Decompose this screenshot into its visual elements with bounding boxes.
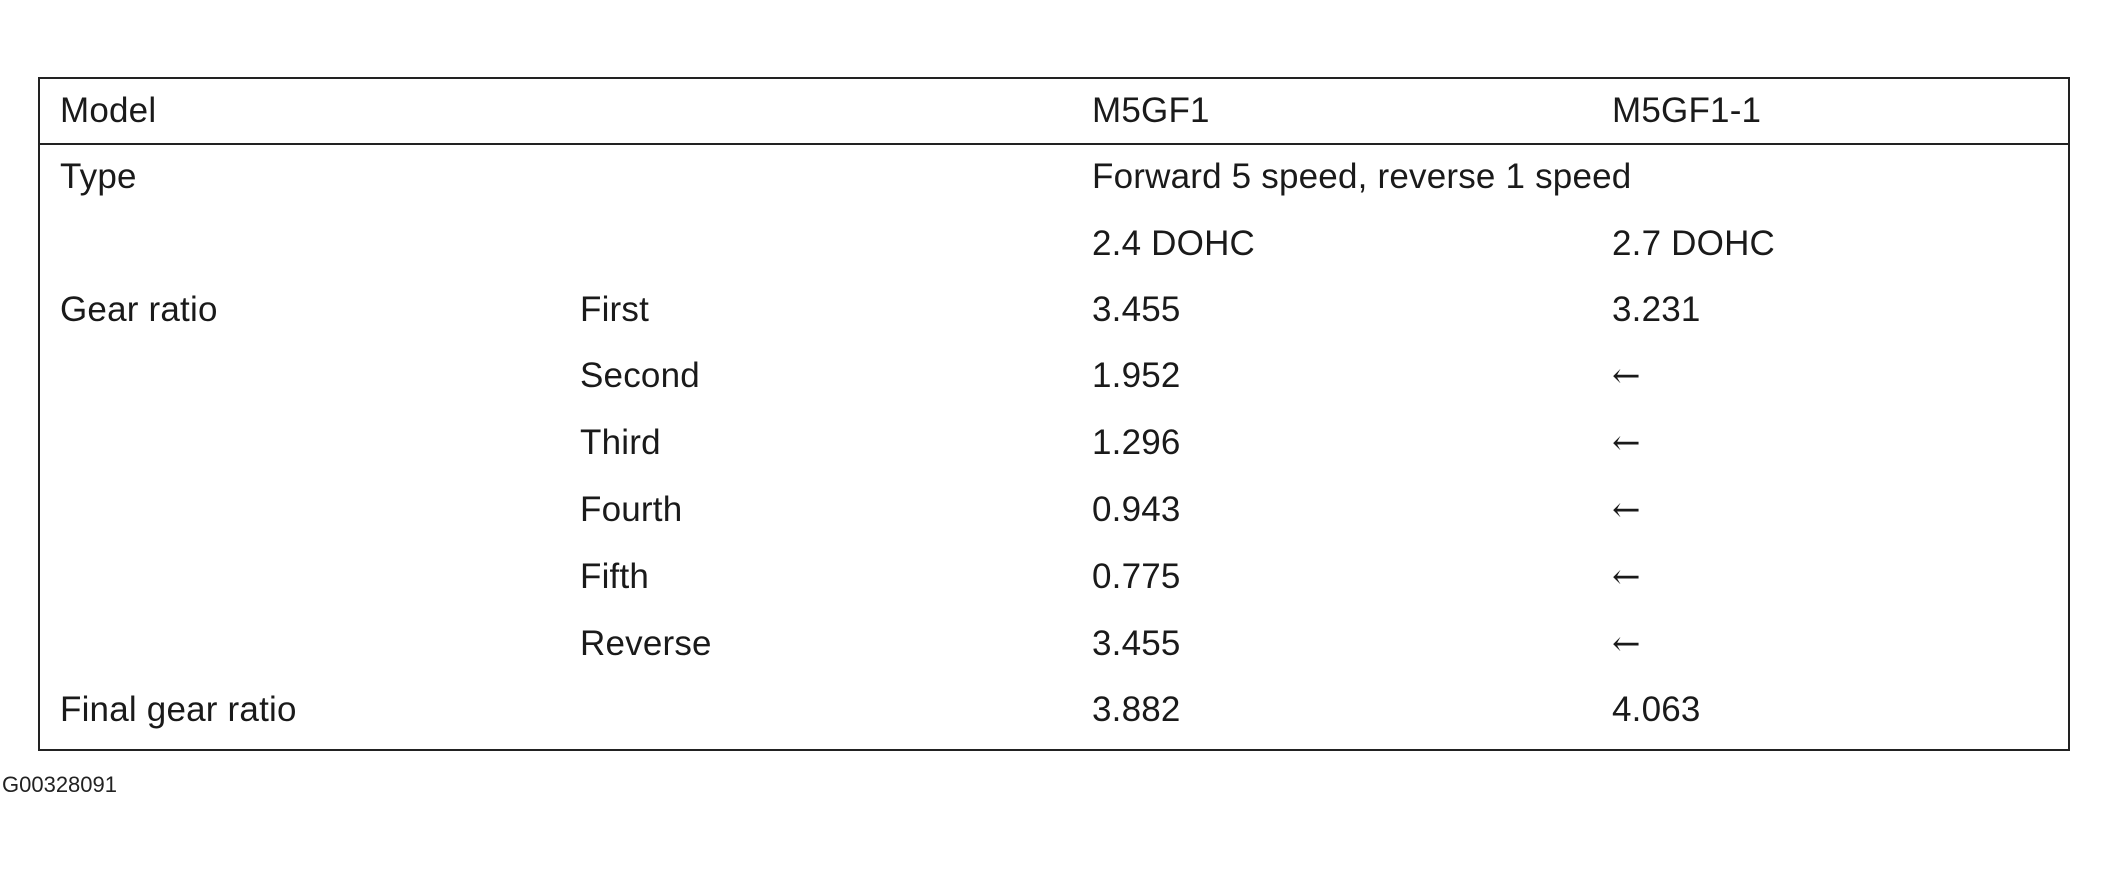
gear-reverse-m5gf1: 3.455 — [1092, 624, 1181, 663]
header-model-label: Model — [60, 91, 157, 130]
gear-third-same-arrow: ← — [1612, 423, 1641, 463]
final-gear-m5gf1: 3.882 — [1092, 690, 1181, 729]
gear-third-label: Third — [580, 423, 661, 462]
type-value: Forward 5 speed, reverse 1 speed — [1092, 157, 1632, 196]
header-model-m5gf1-1: M5GF1-1 — [1612, 91, 1762, 130]
gear-ratio-label: Gear ratio — [60, 290, 218, 329]
gear-second-label: Second — [580, 356, 700, 395]
gear-first-m5gf1-1: 3.231 — [1612, 290, 1701, 329]
figure-id-caption: G00328091 — [2, 772, 117, 797]
engine-m5gf1: 2.4 DOHC — [1092, 224, 1256, 263]
gear-fourth-label: Fourth — [580, 490, 683, 529]
engine-m5gf1-1: 2.7 DOHC — [1612, 224, 1776, 263]
gear-second-m5gf1: 1.952 — [1092, 356, 1181, 395]
gear-fifth-m5gf1: 0.775 — [1092, 557, 1181, 596]
gear-fifth-same-arrow: ← — [1612, 557, 1641, 597]
gear-third-m5gf1: 1.296 — [1092, 423, 1181, 462]
header-model-m5gf1: M5GF1 — [1092, 91, 1210, 130]
gear-first-label: First — [580, 290, 650, 329]
type-label: Type — [60, 157, 137, 196]
gear-fourth-same-arrow: ← — [1612, 490, 1641, 530]
gear-fifth-label: Fifth — [580, 557, 650, 596]
specification-table: Model M5GF1 M5GF1-1 Type Forward 5 speed… — [38, 77, 2070, 751]
header-divider — [40, 143, 2068, 145]
gear-reverse-label: Reverse — [580, 624, 712, 663]
gear-second-same-arrow: ← — [1612, 356, 1641, 396]
final-gear-m5gf1-1: 4.063 — [1612, 690, 1701, 729]
final-gear-ratio-label: Final gear ratio — [60, 690, 297, 729]
gear-fourth-m5gf1: 0.943 — [1092, 490, 1181, 529]
gear-reverse-same-arrow: ← — [1612, 624, 1641, 664]
gear-first-m5gf1: 3.455 — [1092, 290, 1181, 329]
